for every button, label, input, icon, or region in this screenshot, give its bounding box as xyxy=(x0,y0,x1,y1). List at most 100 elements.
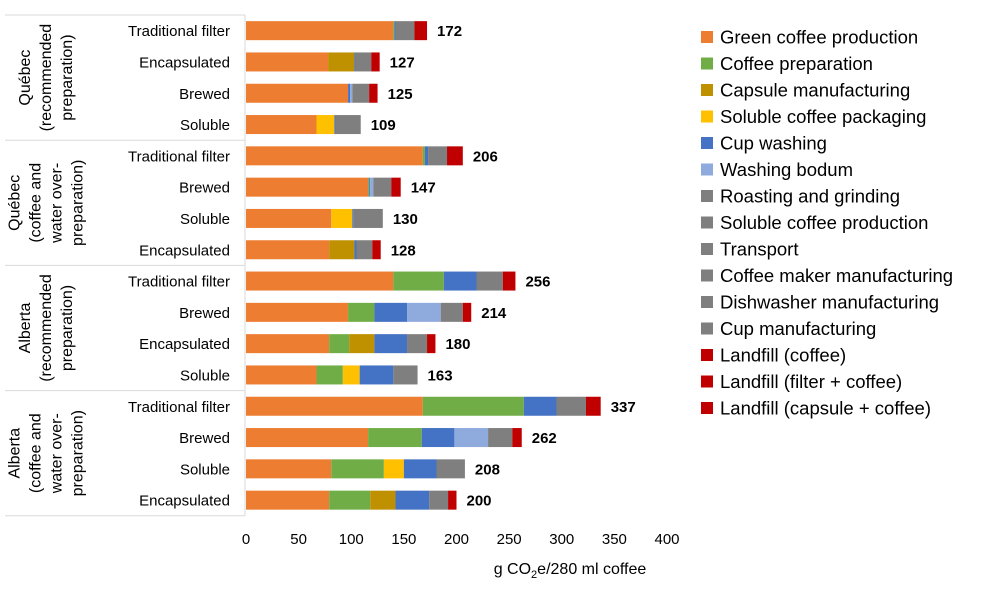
bar-segment xyxy=(246,490,330,510)
category-label: Encapsulated xyxy=(139,54,230,71)
legend-label: Washing bodum xyxy=(720,159,853,180)
group-label-line: Québec xyxy=(7,175,24,231)
bar-segment xyxy=(359,365,394,385)
bar-segment xyxy=(440,302,463,322)
legend-label: Cup washing xyxy=(720,133,827,154)
group-separators xyxy=(5,14,246,517)
total-label: 163 xyxy=(428,367,453,384)
bar-segment xyxy=(354,240,357,260)
bar-segment xyxy=(246,177,369,197)
bar-segment xyxy=(246,146,423,166)
bar-segment xyxy=(512,428,522,448)
legend-label: Soluble coffee production xyxy=(720,212,928,233)
legend-label: Landfill (coffee) xyxy=(720,345,846,366)
group-label-line: preparation) xyxy=(59,285,76,371)
total-label: 125 xyxy=(388,86,413,103)
group-label-line: Alberta xyxy=(7,428,24,479)
category-label: Encapsulated xyxy=(139,242,230,259)
bar-segment xyxy=(556,396,586,416)
bar-segment xyxy=(246,240,330,260)
bar-segment xyxy=(429,490,449,510)
legend-swatch xyxy=(701,402,713,414)
group-label-line: (recommended xyxy=(38,274,55,382)
x-tick-label: 300 xyxy=(549,531,574,548)
category-label: Traditional filter xyxy=(128,23,230,40)
category-label: Brewed xyxy=(179,430,230,447)
bar-segment xyxy=(246,21,394,41)
legend-swatch xyxy=(701,31,713,43)
group-label-line: preparation) xyxy=(70,410,87,496)
legend-label: Green coffee production xyxy=(720,27,918,48)
bar-segment xyxy=(316,115,335,135)
bar-segment xyxy=(427,334,436,354)
bar-segment xyxy=(352,83,370,103)
bar-segment xyxy=(356,240,373,260)
bar-segment xyxy=(331,459,384,479)
bar-segment xyxy=(395,490,430,510)
bar-segment xyxy=(414,21,428,41)
bar-segment xyxy=(369,177,371,197)
category-label: Brewed xyxy=(179,305,230,322)
legend: Green coffee production Coffee preparatio… xyxy=(701,27,953,419)
bar-segment xyxy=(454,428,489,448)
bar-segment xyxy=(394,21,396,41)
bar-segment xyxy=(370,177,374,197)
legend-swatch xyxy=(701,190,713,202)
bar-segment xyxy=(421,428,455,448)
total-label: 256 xyxy=(525,274,550,291)
bar-segment xyxy=(246,271,394,291)
bar-segment xyxy=(329,490,371,510)
total-label: 147 xyxy=(411,180,436,197)
bar-segment xyxy=(349,334,375,354)
bar-segment xyxy=(355,52,372,72)
bar-segment xyxy=(246,52,329,72)
bar-segment xyxy=(443,271,477,291)
bar-segment xyxy=(403,459,437,479)
total-label: 172 xyxy=(437,23,462,40)
total-label: 214 xyxy=(481,305,507,322)
bar-segment xyxy=(348,302,375,322)
bar-segment xyxy=(328,52,355,72)
legend-swatch xyxy=(701,163,713,176)
legend-swatch xyxy=(701,137,713,149)
bar-segment xyxy=(334,115,336,135)
group-label-line: (coffee and xyxy=(28,413,45,493)
total-label: 127 xyxy=(390,54,415,71)
bar-segment xyxy=(246,428,369,448)
bar-segment xyxy=(393,365,418,385)
bar-segment xyxy=(353,208,383,228)
legend-label: Soluble coffee packaging xyxy=(720,106,926,127)
group-label-line: Québec xyxy=(17,50,34,106)
legend-swatch xyxy=(701,375,713,388)
bar-segment xyxy=(424,146,429,166)
category-label: Encapsulated xyxy=(139,336,230,353)
group-label-line: water over- xyxy=(49,163,66,244)
bar-segment xyxy=(372,240,381,260)
x-tick-label: 100 xyxy=(339,531,364,548)
bar-segment xyxy=(246,115,317,135)
x-tick-label: 400 xyxy=(654,531,679,548)
legend-label: Transport xyxy=(720,239,798,260)
bar-segment xyxy=(371,52,380,72)
legend-label: Landfill (capsule + coffee) xyxy=(720,398,931,419)
group-labels: Québec (recommended preparation)Québec (cof… xyxy=(7,24,87,497)
bar-segment xyxy=(348,83,351,103)
bar-segment xyxy=(374,302,408,322)
bar-segment xyxy=(428,146,448,166)
legend-label: Landfill (filter + coffee) xyxy=(720,371,902,392)
legend-swatch xyxy=(701,322,713,335)
bar-segment xyxy=(374,334,408,354)
bar-segment xyxy=(407,334,428,354)
total-label: 206 xyxy=(473,148,498,165)
bar-segment xyxy=(331,208,353,228)
bar-segment xyxy=(246,459,332,479)
total-label: 337 xyxy=(611,399,636,416)
bar-segment xyxy=(246,208,332,228)
group-label-line: preparation) xyxy=(59,34,76,120)
total-labels: 172 127 125 109 206 147 130 128 256 214 180 163 337 2… xyxy=(371,23,636,509)
x-tick-label: 0 xyxy=(242,531,250,548)
x-axis-label: g CO2e/280 ml coffee xyxy=(494,561,647,581)
total-label: 109 xyxy=(371,117,396,134)
bar-segment xyxy=(383,459,404,479)
bar-segment xyxy=(352,208,354,228)
